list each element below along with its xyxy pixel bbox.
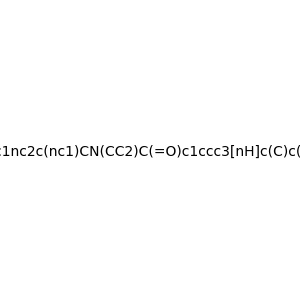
Text: Cn(c)c1nc2c(nc1)CN(CC2)C(=O)c1ccc3[nH]c(C)c(C)c3c1: Cn(c)c1nc2c(nc1)CN(CC2)C(=O)c1ccc3[nH]c(…	[0, 145, 300, 158]
